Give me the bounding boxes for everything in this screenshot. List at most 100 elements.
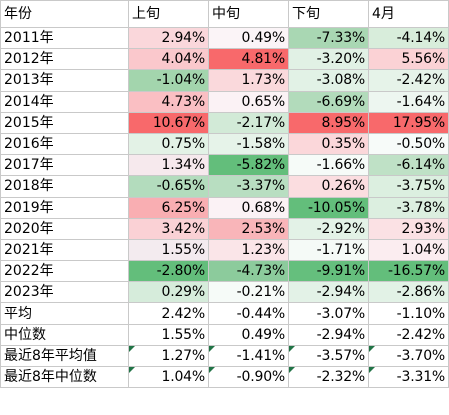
value-cell[interactable]: 5.56% xyxy=(368,48,449,71)
value-cell[interactable]: -3.08% xyxy=(288,69,369,92)
value-cell[interactable]: 4.81% xyxy=(208,48,289,71)
value-cell[interactable]: 2.42% xyxy=(128,302,209,325)
value-cell[interactable]: -1.64% xyxy=(368,90,449,113)
value-cell[interactable]: 1.04% xyxy=(128,365,209,389)
value-cell[interactable]: 0.29% xyxy=(128,281,209,304)
value-cell[interactable]: 1.55% xyxy=(128,323,209,346)
value-cell[interactable]: 1.55% xyxy=(128,238,209,262)
value-cell[interactable]: 1.73% xyxy=(208,69,289,92)
row-label-cell[interactable]: 2023年 xyxy=(0,281,129,304)
value-cell[interactable]: -10.05% xyxy=(288,196,369,219)
row-label-cell[interactable]: 2019年 xyxy=(0,196,129,219)
header-cell-early[interactable]: 上旬 xyxy=(128,0,209,28)
value-cell[interactable]: 0.68% xyxy=(208,196,289,219)
value-cell[interactable]: -0.21% xyxy=(208,281,289,304)
value-cell[interactable]: -4.73% xyxy=(208,260,289,283)
value-cell[interactable]: 0.35% xyxy=(288,132,369,156)
row-label-cell[interactable]: 中位数 xyxy=(0,323,129,346)
row-label-cell[interactable]: 2012年 xyxy=(0,48,129,71)
value-cell[interactable]: -2.32% xyxy=(288,365,369,389)
value-cell[interactable]: 17.95% xyxy=(368,111,449,134)
value-cell[interactable]: -2.42% xyxy=(368,323,449,346)
row-label-cell[interactable]: 最近8年平均值 xyxy=(0,344,129,368)
value-cell[interactable]: -2.17% xyxy=(208,111,289,134)
value-cell[interactable]: 1.23% xyxy=(208,238,289,262)
value-cell[interactable]: 2.93% xyxy=(368,217,449,240)
row-label-cell[interactable]: 2018年 xyxy=(0,175,129,198)
value-cell[interactable]: -7.33% xyxy=(288,26,369,50)
value-cell[interactable]: -2.92% xyxy=(288,217,369,240)
value-cell[interactable]: 8.95% xyxy=(288,111,369,134)
value-cell[interactable]: -9.91% xyxy=(288,260,369,283)
value-cell[interactable]: -3.78% xyxy=(368,196,449,219)
value-cell[interactable]: 0.65% xyxy=(208,90,289,113)
value-cell[interactable]: -16.57% xyxy=(368,260,449,283)
value-cell[interactable]: -0.65% xyxy=(128,175,209,198)
value-cell[interactable]: 1.34% xyxy=(128,154,209,177)
value-cell[interactable]: 0.75% xyxy=(128,132,209,156)
value-cell[interactable]: -0.50% xyxy=(368,132,449,156)
table-row: 2014年 4.73% 0.65% -6.69% -1.64% xyxy=(0,90,449,113)
spreadsheet-body: 年份 上旬 中旬 下旬 4月 2011年 2.94% 0.49% -7.33% -4.1… xyxy=(0,0,449,389)
value-cell[interactable]: 2.53% xyxy=(208,217,289,240)
value-cell[interactable]: -0.90% xyxy=(208,365,289,389)
value-cell[interactable]: -1.04% xyxy=(128,69,209,92)
header-cell-late[interactable]: 下旬 xyxy=(288,0,369,28)
row-label-cell[interactable]: 最近8年中位数 xyxy=(0,365,129,389)
value-cell[interactable]: 0.49% xyxy=(208,323,289,346)
value-cell[interactable]: 3.42% xyxy=(128,217,209,240)
value-cell[interactable]: 2.94% xyxy=(128,26,209,50)
table-row: 2018年 -0.65% -3.37% 0.26% -3.75% xyxy=(0,175,449,198)
value-cell[interactable]: 0.49% xyxy=(208,26,289,50)
value-cell[interactable]: -3.37% xyxy=(208,175,289,198)
value-cell[interactable]: -3.20% xyxy=(288,48,369,71)
value-cell[interactable]: -6.14% xyxy=(368,154,449,177)
table-row: 中位数 1.55% 0.49% -2.94% -2.42% xyxy=(0,323,449,346)
value-cell[interactable]: -5.82% xyxy=(208,154,289,177)
value-cell[interactable]: 1.04% xyxy=(368,238,449,262)
value-cell[interactable]: -2.94% xyxy=(288,281,369,304)
row-label-cell[interactable]: 2021年 xyxy=(0,238,129,262)
value-cell[interactable]: 6.25% xyxy=(128,196,209,219)
row-label-cell[interactable]: 平均 xyxy=(0,302,129,325)
table-row: 2019年 6.25% 0.68% -10.05% -3.78% xyxy=(0,196,449,219)
value-cell[interactable]: -1.71% xyxy=(288,238,369,262)
value-cell[interactable]: -3.70% xyxy=(368,344,449,368)
value-cell[interactable]: -2.86% xyxy=(368,281,449,304)
row-label-cell[interactable]: 2016年 xyxy=(0,132,129,156)
value-cell[interactable]: 0.26% xyxy=(288,175,369,198)
value-cell[interactable]: -0.44% xyxy=(208,302,289,325)
value-cell[interactable]: -2.80% xyxy=(128,260,209,283)
header-cell-month[interactable]: 4月 xyxy=(368,0,449,28)
value-cell[interactable]: -6.69% xyxy=(288,90,369,113)
row-label-cell[interactable]: 2014年 xyxy=(0,90,129,113)
table-row: 2022年 -2.80% -4.73% -9.91% -16.57% xyxy=(0,260,449,283)
table-row: 2017年 1.34% -5.82% -1.66% -6.14% xyxy=(0,154,449,177)
value-cell[interactable]: -1.41% xyxy=(208,344,289,368)
value-cell[interactable]: -3.31% xyxy=(368,365,449,389)
row-label-cell[interactable]: 2017年 xyxy=(0,154,129,177)
value-cell[interactable]: -4.14% xyxy=(368,26,449,50)
value-cell[interactable]: 10.67% xyxy=(128,111,209,134)
value-cell[interactable]: -2.94% xyxy=(288,323,369,346)
value-cell[interactable]: -2.42% xyxy=(368,69,449,92)
row-label-cell[interactable]: 2022年 xyxy=(0,260,129,283)
value-cell[interactable]: -1.66% xyxy=(288,154,369,177)
value-cell[interactable]: 1.27% xyxy=(128,344,209,368)
table-row: 2023年 0.29% -0.21% -2.94% -2.86% xyxy=(0,281,449,304)
row-label-cell[interactable]: 2020年 xyxy=(0,217,129,240)
value-cell[interactable]: -3.57% xyxy=(288,344,369,368)
header-cell-mid[interactable]: 中旬 xyxy=(208,0,289,28)
value-cell[interactable]: -1.58% xyxy=(208,132,289,156)
header-row: 年份 上旬 中旬 下旬 4月 xyxy=(0,0,449,28)
value-cell[interactable]: 4.04% xyxy=(128,48,209,71)
row-label-cell[interactable]: 2013年 xyxy=(0,69,129,92)
table-row: 2020年 3.42% 2.53% -2.92% 2.93% xyxy=(0,217,449,240)
value-cell[interactable]: -3.07% xyxy=(288,302,369,325)
row-label-cell[interactable]: 2015年 xyxy=(0,111,129,134)
value-cell[interactable]: -3.75% xyxy=(368,175,449,198)
value-cell[interactable]: -1.10% xyxy=(368,302,449,325)
header-cell-year[interactable]: 年份 xyxy=(0,0,129,28)
row-label-cell[interactable]: 2011年 xyxy=(0,26,129,50)
value-cell[interactable]: 4.73% xyxy=(128,90,209,113)
